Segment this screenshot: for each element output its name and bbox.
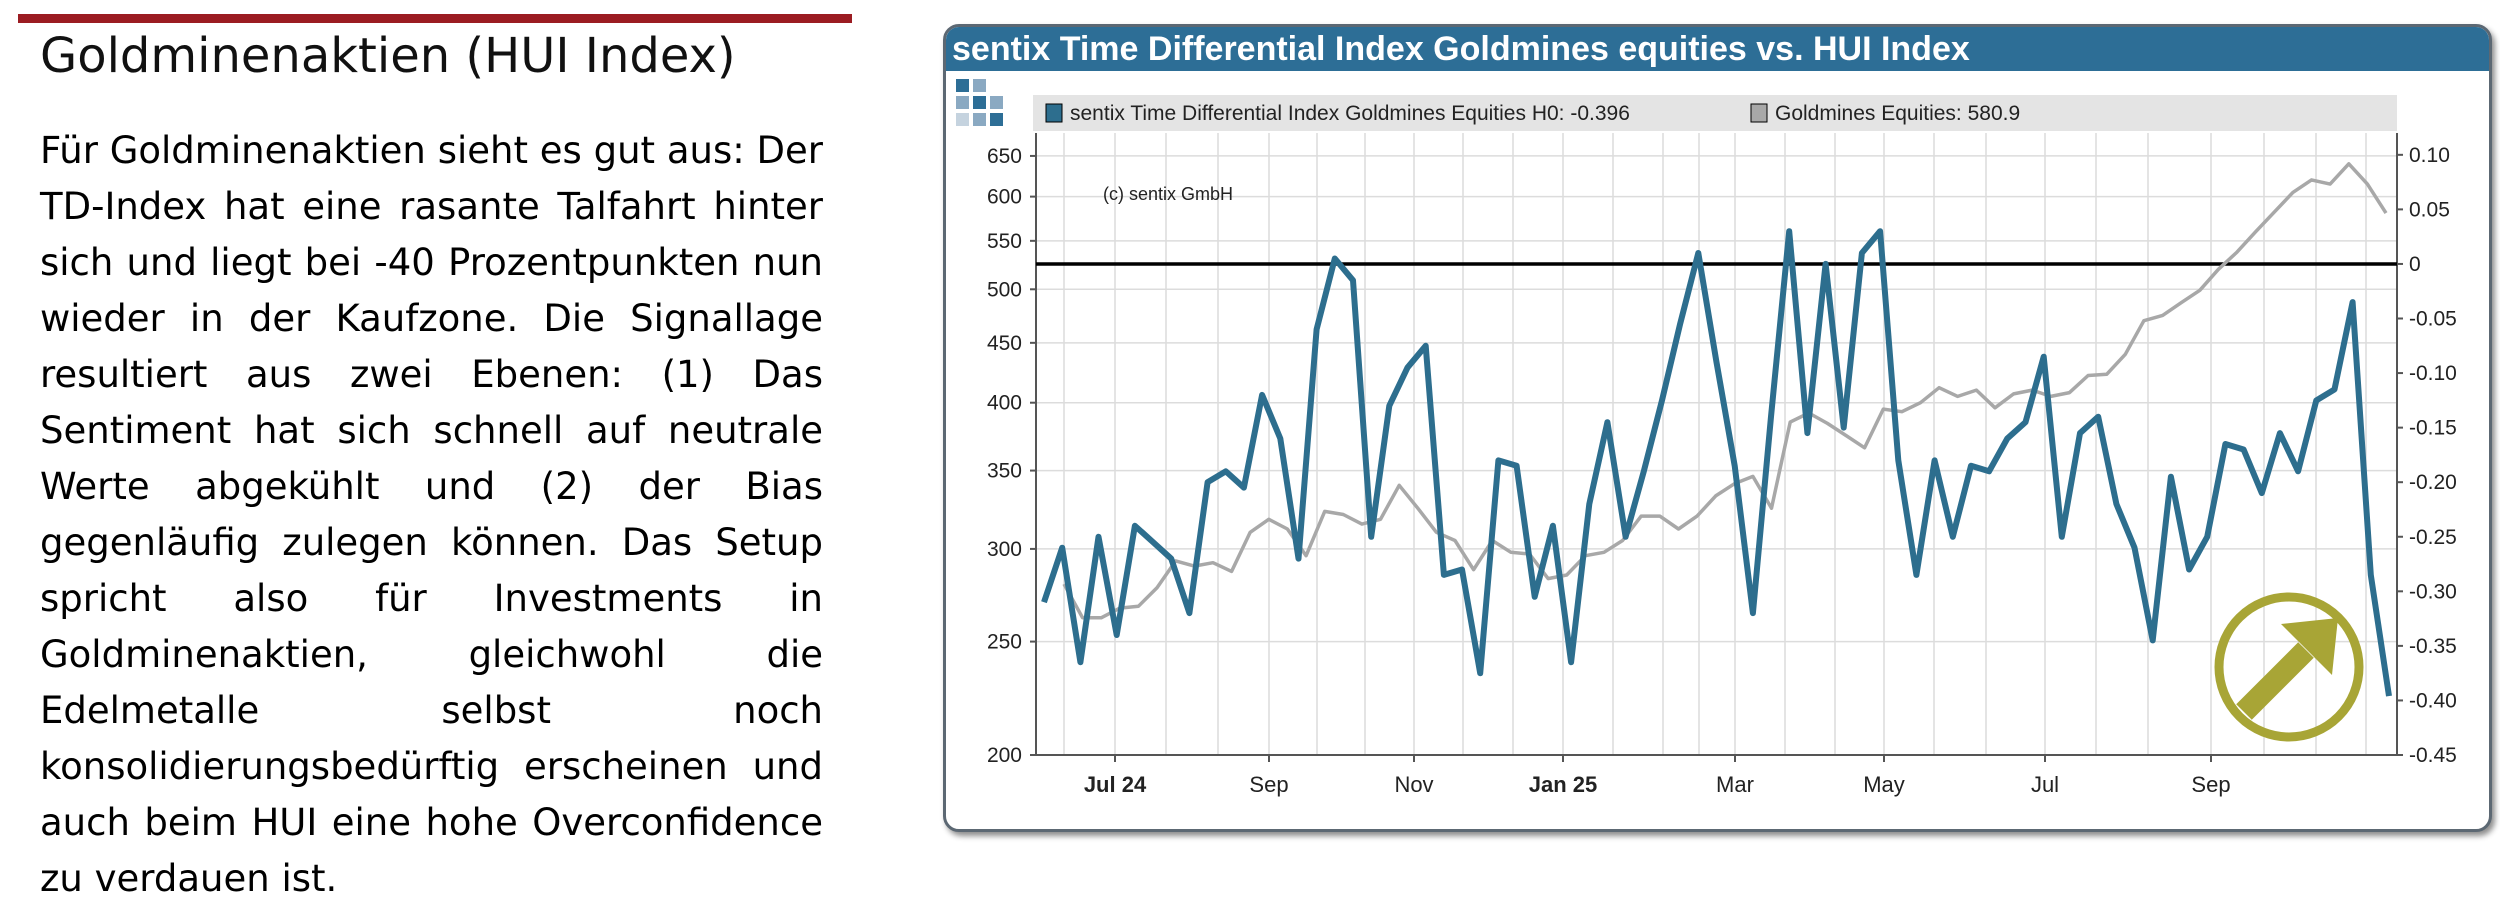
series-line-td [1041, 228, 2392, 697]
article-heading: Goldminenaktien (HUI Index) [40, 28, 736, 84]
article-line: Sentiment hat sich schnell auf neutrale [40, 409, 823, 452]
right-tick-label: -0.35 [2409, 635, 2457, 658]
chart-title: sentix Time Differential Index Goldmines… [946, 27, 2489, 71]
right-tick-label: -0.10 [2409, 362, 2457, 385]
x-tick-label: Sep [2191, 772, 2230, 797]
article-line: wieder in der Kaufzone. Die Signallage [40, 297, 823, 340]
legend-swatch-hui [1750, 103, 1768, 123]
article-line: auch beim HUI eine hohe Overconfidence [40, 801, 823, 844]
heading-rule [18, 14, 852, 23]
logo-square [973, 79, 986, 92]
right-tick-label: -0.20 [2409, 471, 2457, 494]
x-tick-label: Jul 24 [1084, 772, 1147, 797]
article-line: gegenläufig zulegen können. Das Setup [40, 521, 823, 564]
arrow-up-right-circle-icon [2214, 592, 2364, 742]
left-tick-label: 500 [987, 278, 1022, 301]
legend-band [1033, 95, 2397, 131]
left-tick-label: 250 [987, 631, 1022, 654]
left-tick-label: 350 [987, 460, 1022, 483]
right-tick-label: -0.25 [2409, 526, 2457, 549]
x-tick-label: Mar [1716, 772, 1754, 797]
article-line: Goldminenaktien, gleichwohl die [40, 633, 823, 676]
x-tick-label: May [1863, 772, 1905, 797]
article-line: konsolidierungsbedürftig erscheinen und [40, 745, 823, 788]
series-line-hui [1062, 162, 2388, 620]
logo-square [956, 96, 969, 109]
left-tick-label: 400 [987, 392, 1022, 415]
left-tick-label: 550 [987, 230, 1022, 253]
legend: sentix Time Differential Index Goldmines… [1033, 95, 2397, 131]
signal-circle [2214, 592, 2364, 742]
legend-swatch-td [1045, 103, 1063, 123]
left-tick-label: 650 [987, 145, 1022, 168]
legend-label-hui: Goldmines Equities: 580.9 [1775, 102, 2020, 125]
article-line: resultiert aus zwei Ebenen: (1) Das [40, 353, 823, 396]
chart-series [1036, 162, 2397, 697]
x-tick-label: Sep [1249, 772, 1288, 797]
copyright-label: (c) sentix GmbH [1103, 184, 1233, 204]
article-line: zu verdauen ist. [40, 857, 338, 900]
logo-square [990, 96, 1003, 109]
article-line: Für Goldminenaktien sieht es gut aus: De… [40, 129, 823, 172]
right-tick-label: 0.05 [2409, 198, 2450, 221]
left-tick-label: 200 [987, 744, 1022, 767]
article-line: Edelmetalle selbst noch [40, 689, 823, 732]
sentix-logo-icon [956, 79, 1003, 126]
left-tick-label: 600 [987, 186, 1022, 209]
logo-square [990, 113, 1003, 126]
article-line: TD-Index hat eine rasante Talfahrt hinte… [40, 185, 823, 228]
logo-square [956, 79, 969, 92]
chart-svg: sentix Time Differential Index Goldmines… [956, 79, 2457, 797]
x-tick-label: Jul [2031, 772, 2059, 797]
signal-arrow-head [2281, 618, 2338, 675]
signal-arrow-shaft [2236, 642, 2314, 720]
logo-square [956, 113, 969, 126]
right-tick-label: -0.05 [2409, 308, 2457, 331]
logo-square [973, 113, 986, 126]
right-tick-label: -0.40 [2409, 689, 2457, 712]
chart-grid [1036, 133, 2397, 756]
x-tick-label: Nov [1394, 772, 1433, 797]
plot-area [1036, 133, 2397, 755]
article-line: sich und liegt bei -40 Prozentpunkten nu… [40, 241, 823, 284]
article-body: Für Goldminenaktien sieht es gut aus: De… [40, 123, 823, 907]
legend-label-td: sentix Time Differential Index Goldmines… [1070, 102, 1630, 125]
chart-panel: sentix Time Differential Index Goldmines… [943, 24, 2492, 832]
left-tick-label: 300 [987, 538, 1022, 561]
right-tick-label: -0.15 [2409, 417, 2457, 440]
right-tick-label: -0.45 [2409, 744, 2457, 767]
article-line: Werte abgekühlt und (2) der Bias [40, 465, 823, 508]
logo-square [973, 96, 986, 109]
left-tick-label: 450 [987, 332, 1022, 355]
article-line: spricht also für Investments in [40, 577, 823, 620]
chart-axes: 200 250 300 350 400 450 500 550 600 650 0.10 0.05 0 -… [987, 133, 2457, 797]
right-tick-label: 0.10 [2409, 144, 2450, 167]
right-tick-label: -0.30 [2409, 580, 2457, 603]
right-tick-label: 0 [2409, 253, 2421, 276]
x-tick-label: Jan 25 [1529, 772, 1598, 797]
